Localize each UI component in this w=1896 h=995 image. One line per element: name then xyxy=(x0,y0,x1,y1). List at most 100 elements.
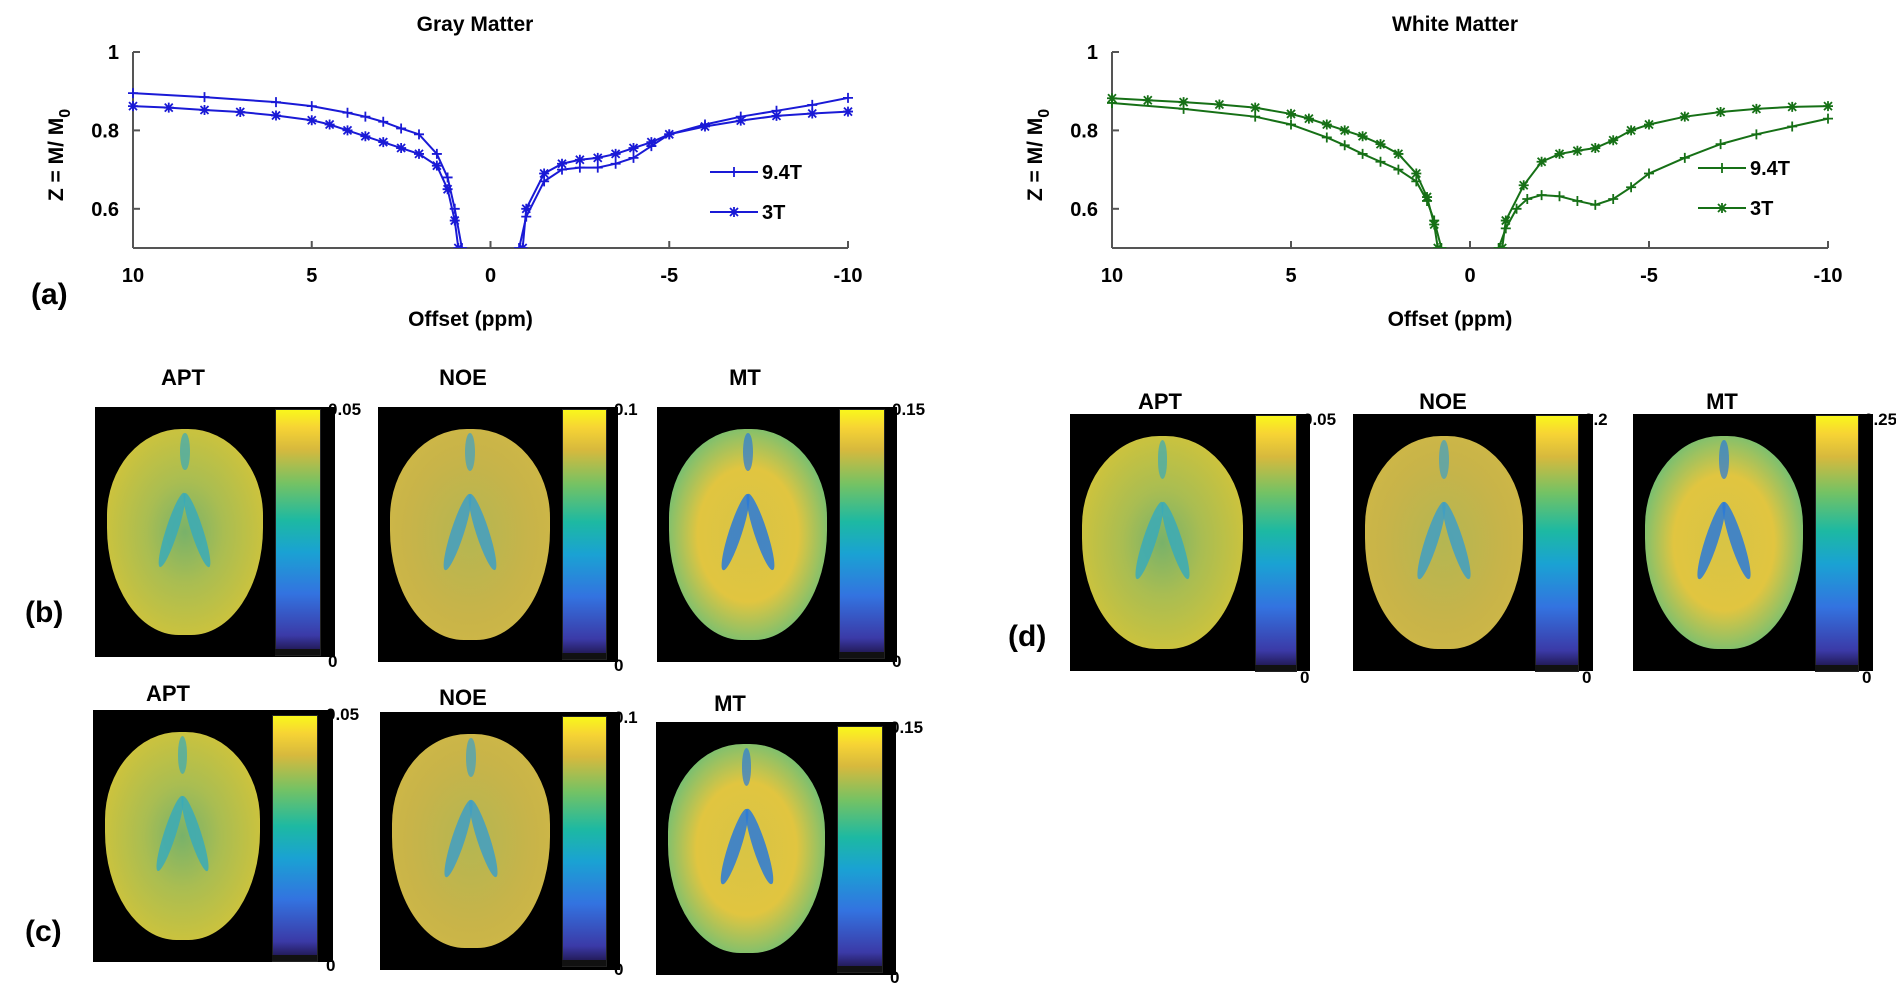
y-tick-label: 1 xyxy=(108,42,119,64)
ventricle-right xyxy=(1438,499,1476,581)
x-tick-label: -5 xyxy=(1640,265,1658,287)
data-point xyxy=(128,88,138,99)
colorbar-min-label: 0 xyxy=(328,652,338,671)
panel-label-a: (a) xyxy=(31,278,68,311)
series-line xyxy=(1111,97,1439,248)
colorbar xyxy=(1535,415,1579,672)
data-point xyxy=(735,115,746,126)
colorbar-min-label: 0 xyxy=(614,656,624,675)
data-point xyxy=(1411,168,1422,179)
data-point xyxy=(1214,99,1225,110)
map-title-noe: NOE xyxy=(1419,389,1467,414)
x-tick-label: 5 xyxy=(1285,265,1296,287)
colorbar-min-label: 0 xyxy=(890,968,900,987)
data-point xyxy=(1321,132,1332,143)
colorbar xyxy=(839,409,885,659)
series-line xyxy=(132,105,460,248)
data-point xyxy=(163,102,174,113)
colorbar xyxy=(272,715,318,962)
data-point xyxy=(1432,243,1443,248)
data-point xyxy=(1518,180,1529,191)
data-point xyxy=(378,137,389,148)
fissure xyxy=(741,748,752,786)
x-axis-label: Offset (ppm) xyxy=(408,308,533,331)
data-point xyxy=(664,129,675,140)
colorbar-min-label: 0 xyxy=(614,960,624,979)
data-point xyxy=(306,115,317,126)
fissure xyxy=(1439,440,1449,479)
x-tick-label: 5 xyxy=(306,265,317,287)
colorbar-base xyxy=(839,652,884,658)
colorbar xyxy=(562,716,607,967)
data-point xyxy=(1357,148,1368,159)
brain-slice xyxy=(390,429,550,640)
data-point xyxy=(271,110,281,121)
plot-title: Gray Matter xyxy=(417,13,534,36)
colorbar xyxy=(1255,415,1297,672)
data-point xyxy=(378,116,389,127)
legend-entry: 3T xyxy=(710,202,785,224)
series-3T xyxy=(128,101,853,248)
data-point xyxy=(453,243,464,248)
legend-entry: 3T xyxy=(1698,198,1773,220)
legend-label: 3T xyxy=(762,202,785,224)
data-point xyxy=(1522,194,1533,204)
y-tick-label: 0.8 xyxy=(1070,120,1098,142)
colorbar xyxy=(562,409,607,660)
data-point xyxy=(1787,121,1798,132)
map-title-apt: APT xyxy=(1138,389,1182,414)
data-point xyxy=(1554,191,1565,202)
data-point xyxy=(360,131,371,142)
colorbar-max-label: 0.1 xyxy=(614,400,638,419)
data-point xyxy=(1679,152,1690,163)
data-point xyxy=(1178,97,1189,108)
data-point xyxy=(306,101,317,112)
data-point xyxy=(1590,199,1601,210)
brain-slice xyxy=(105,732,260,940)
data-point xyxy=(1572,195,1583,206)
data-point xyxy=(574,154,585,165)
brain-slice xyxy=(1365,436,1523,649)
data-point xyxy=(1286,108,1296,119)
data-point xyxy=(1393,164,1404,175)
data-point xyxy=(1286,119,1296,130)
colorbar-base xyxy=(272,955,317,961)
data-point xyxy=(1375,139,1386,150)
colorbar xyxy=(1815,415,1859,672)
colorbar-min-label: 0 xyxy=(326,956,336,975)
y-tick-label: 0.8 xyxy=(91,120,119,142)
data-point xyxy=(1497,243,1508,248)
data-point xyxy=(396,123,407,134)
colorbar-min-label: 0 xyxy=(1300,668,1310,687)
map-title-mt: MT xyxy=(1706,389,1738,414)
x-tick-label: 0 xyxy=(1464,265,1475,287)
data-point xyxy=(431,148,442,159)
ventricle-right xyxy=(742,492,780,573)
data-point xyxy=(1375,156,1386,167)
ventricle-right xyxy=(740,806,778,887)
legend-marker xyxy=(1717,203,1727,213)
colorbar-base xyxy=(1535,665,1578,671)
legend-label: 3T xyxy=(1750,198,1773,220)
legend-marker xyxy=(729,207,739,217)
data-point xyxy=(1250,102,1261,113)
legend-marker xyxy=(729,167,739,177)
data-point xyxy=(1554,148,1565,159)
colorbar-base xyxy=(837,966,882,972)
data-point xyxy=(1626,125,1637,136)
data-point xyxy=(628,143,639,154)
fissure xyxy=(1157,440,1168,479)
data-point xyxy=(1751,129,1762,140)
series-3T xyxy=(1107,93,1833,248)
data-point xyxy=(431,160,442,171)
data-point xyxy=(1823,101,1833,112)
data-point xyxy=(442,172,453,183)
data-point xyxy=(1572,145,1583,156)
brain-slice xyxy=(668,744,825,953)
fissure xyxy=(743,433,753,472)
colorbar-base xyxy=(562,653,606,659)
data-point xyxy=(342,125,353,136)
data-point xyxy=(1393,148,1404,159)
data-point xyxy=(414,129,424,140)
data-point xyxy=(1511,203,1522,214)
